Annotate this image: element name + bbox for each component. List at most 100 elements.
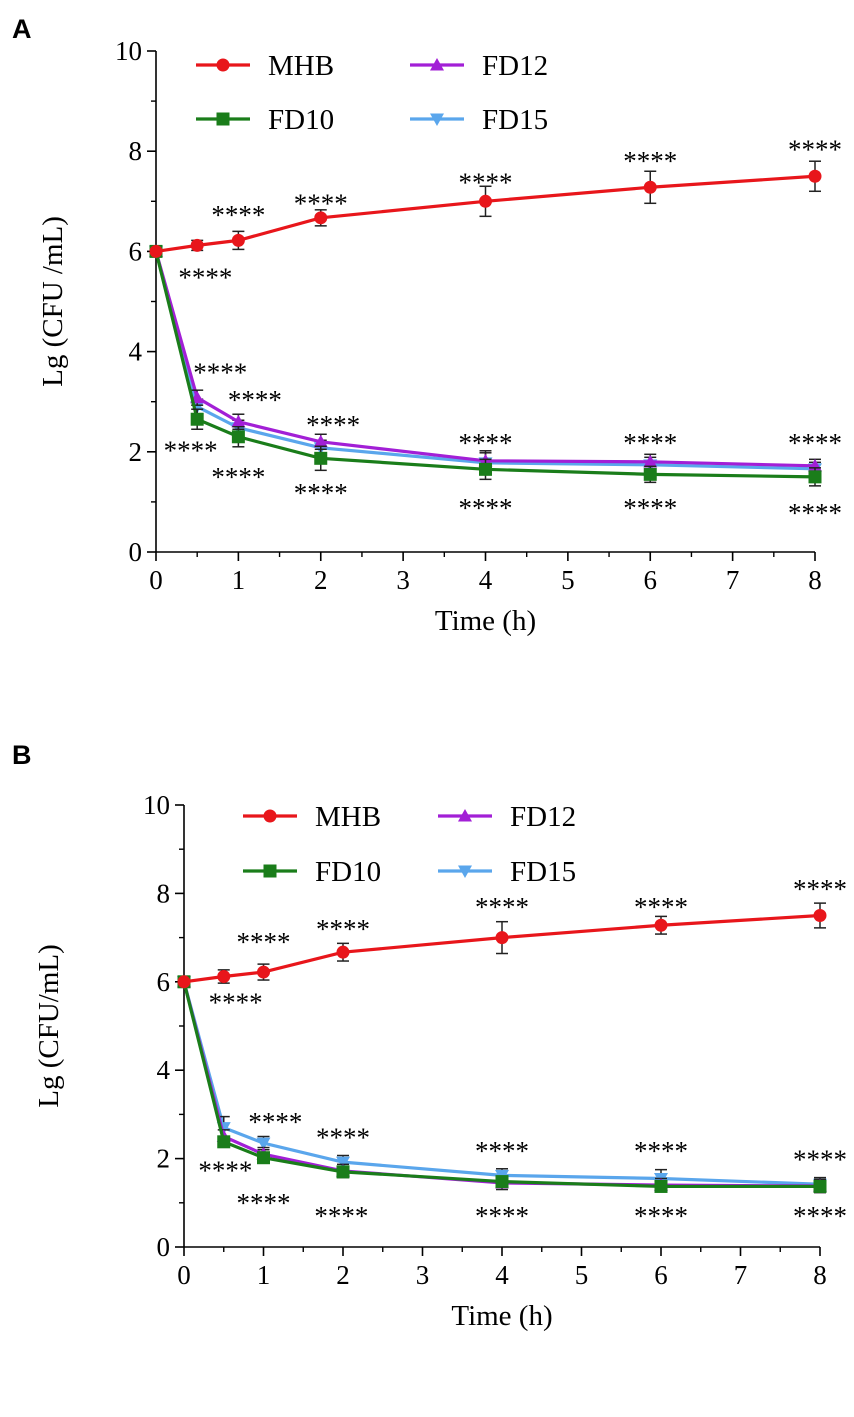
legend-label: FD10 [315,856,381,888]
significance-label: **** [788,498,842,528]
legend-label: MHB [268,50,334,82]
y-tick-label: 10 [115,36,142,66]
y-tick-label: 4 [129,337,143,367]
x-tick-label: 4 [479,565,493,595]
legend-marker [458,809,472,822]
data-point [643,454,658,468]
data-point [190,238,204,252]
significance-label: **** [793,1145,847,1175]
chart-a: 0 2 4 6 8 10 0 1 2 3 4 5 6 7 8 Time (h) Lg (CFU /mL) ****… [37,36,842,637]
data-point [177,975,191,989]
legend-marker [458,865,472,878]
x-tick-label: 6 [654,1260,668,1290]
legend-entry-fd12: FD12 [410,50,548,82]
x-tick-label: 3 [416,1260,430,1290]
x-tick-label: 7 [734,1260,748,1290]
x-axis-label: Time (h) [435,605,536,637]
significance-label: **** [164,435,218,465]
legend-label: FD10 [268,104,334,136]
significance-label: **** [209,988,263,1018]
series-fd10 [177,975,827,1193]
data-point [479,462,492,476]
legend-label: FD12 [482,50,548,82]
significance-label: **** [475,892,529,922]
x-tick-label: 0 [149,565,163,595]
legend-marker [263,864,277,878]
data-point [256,1137,271,1151]
legend-entry-fd10: FD10 [196,104,334,136]
x-tick-label: 0 [177,1260,191,1290]
significance-label: **** [475,1201,529,1231]
significance-label: **** [623,428,677,458]
series-mhb [149,160,822,258]
significance-label: **** [248,1107,302,1137]
significance-label: **** [316,914,370,944]
x-tick-label: 7 [726,565,740,595]
x-tick-label: 5 [575,1260,589,1290]
data-point [231,414,246,428]
y-tick-label: 8 [129,136,143,166]
significance-label: **** [793,874,847,904]
data-point [314,211,328,225]
x-tick-label: 1 [257,1260,271,1290]
data-point [654,918,668,932]
legend-label: FD12 [510,801,576,833]
x-tick-label: 5 [561,565,575,595]
data-point [336,1156,350,1170]
significance-label: **** [634,1201,688,1231]
data-point [336,1165,350,1179]
x-tick-label: 2 [336,1260,350,1290]
significance-label: **** [294,188,348,218]
x-tick-label: 8 [808,565,822,595]
legend-entry-fd15: FD15 [438,856,576,888]
y-tick-label: 10 [143,790,170,820]
data-point [495,931,509,945]
legend-label: FD15 [482,104,548,136]
legend-entry-fd15: FD15 [410,104,548,136]
x-axis-label: Time (h) [451,1300,552,1332]
significance-label: **** [193,358,247,388]
legend-entry-fd10: FD10 [243,856,381,888]
data-point [808,470,822,484]
legend-entry-mhb: MHB [196,50,334,82]
y-tick-label: 6 [157,967,171,997]
y-axis-label: Lg (CFU /mL) [37,216,69,387]
legend-entry-fd12: FD12 [438,801,576,833]
x-tick-label: 4 [495,1260,509,1290]
significance-label: **** [634,1136,688,1166]
data-point [217,1135,231,1149]
significance-label: **** [294,478,348,508]
data-point [808,169,822,183]
data-point [231,430,245,444]
significance-label: **** [788,428,842,458]
significance-label: **** [306,410,360,440]
data-point [231,233,245,247]
legend-marker [430,58,444,71]
data-point [479,194,492,208]
significance-label: **** [459,167,513,197]
x-tick-label: 8 [813,1260,827,1290]
y-tick-label: 0 [157,1232,171,1262]
y-tick-label: 6 [129,236,143,266]
significance-label: **** [316,1123,370,1153]
significance-label: **** [623,146,677,176]
y-axis-label: Lg (CFU/mL) [33,944,65,1108]
data-point [217,969,231,983]
data-point [313,434,328,448]
y-tick-label: 2 [129,437,143,467]
significance-label: **** [228,385,282,415]
y-tick-label: 4 [157,1055,171,1085]
significance-label: **** [314,1201,368,1231]
data-point [813,1179,827,1193]
data-point [336,945,350,959]
y-tick-label: 8 [157,878,171,908]
significance-label: **** [459,428,513,458]
significance-label: **** [475,1136,529,1166]
significance-label: **** [211,200,265,230]
y-tick-label: 2 [157,1144,171,1174]
panel-label-a: A [12,14,32,44]
significance-label: **** [237,1188,291,1218]
x-tick-label: 1 [232,565,246,595]
data-point [190,412,204,426]
significance-label: **** [634,892,688,922]
